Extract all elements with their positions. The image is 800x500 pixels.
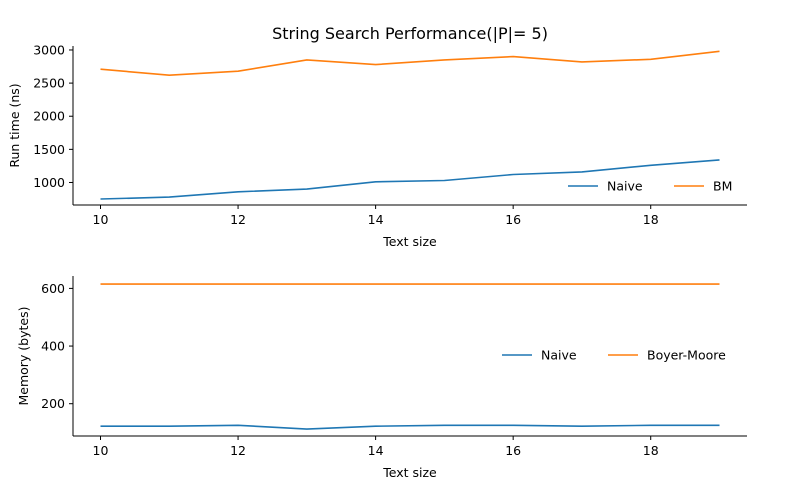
legend-label: BM xyxy=(713,179,732,194)
y-tick-label: 1000 xyxy=(33,175,65,190)
y-tick-label: 2000 xyxy=(33,109,65,124)
series-line-naive xyxy=(100,159,720,200)
y-axis-label: Memory (bytes) xyxy=(16,307,31,406)
legend-label: Naive xyxy=(607,179,643,194)
figure-title: String Search Performance(|P|= 5) xyxy=(272,24,548,43)
y-tick-label: 200 xyxy=(41,396,65,411)
x-tick-label: 12 xyxy=(230,212,246,227)
x-axis-label: Text size xyxy=(382,465,437,480)
x-tick-label: 16 xyxy=(505,212,521,227)
y-tick-label: 3000 xyxy=(33,42,65,57)
y-tick-label: 400 xyxy=(41,339,65,354)
x-tick-label: 16 xyxy=(505,443,521,458)
x-tick-label: 18 xyxy=(643,443,659,458)
x-tick-label: 10 xyxy=(93,212,109,227)
runtime-chart: 10 12 14 16 18 1000 1500 2000 2500 3000 Text size R… xyxy=(7,42,747,249)
y-axis-label: Run time (ns) xyxy=(7,83,22,167)
x-tick-label: 12 xyxy=(230,443,246,458)
series-line-bm xyxy=(100,50,720,76)
legend-label: Naive xyxy=(541,348,577,363)
y-tick-label: 2500 xyxy=(33,76,65,91)
x-tick-label: 14 xyxy=(368,443,384,458)
x-tick-label: 10 xyxy=(93,443,109,458)
y-tick-label: 600 xyxy=(41,281,65,296)
x-tick-label: 14 xyxy=(368,212,384,227)
memory-chart: 10 12 14 16 18 200 400 600 Text size Memory (byte… xyxy=(16,276,747,480)
x-axis-label: Text size xyxy=(382,234,437,249)
x-tick-label: 18 xyxy=(643,212,659,227)
legend-label: Boyer-Moore xyxy=(647,348,726,363)
series-line-naive xyxy=(100,424,720,430)
y-tick-label: 1500 xyxy=(33,142,65,157)
